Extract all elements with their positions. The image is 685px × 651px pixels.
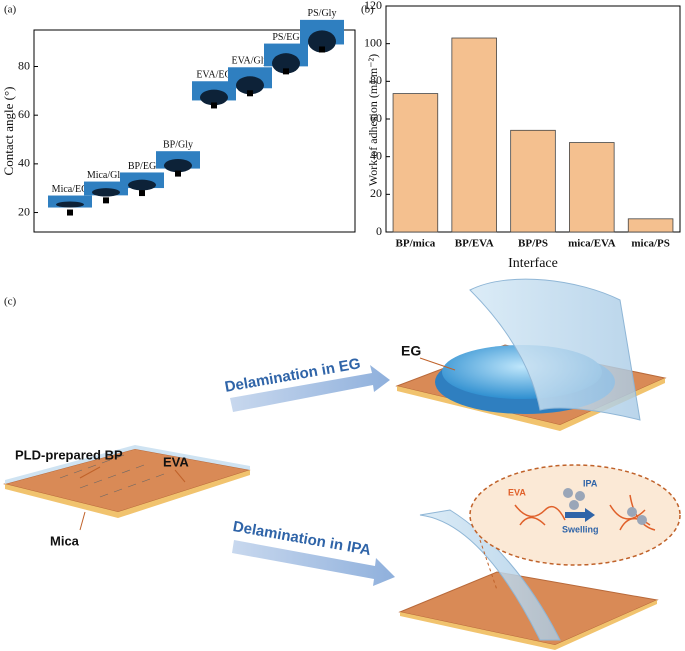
x-tick-label: EVA/EG: [196, 70, 231, 81]
bar: [392, 93, 439, 233]
schematic: PLD-prepared BP EVA Mica Delamination in…: [3, 278, 681, 650]
x-tick-label: PS/Gly: [308, 8, 337, 19]
point: [247, 90, 253, 97]
solvent: [637, 515, 647, 525]
droplet-shape: [200, 89, 228, 106]
layer-label: Mica: [50, 533, 80, 548]
point: [319, 46, 325, 53]
plot-frame: [33, 29, 356, 233]
droplet-shape: [236, 76, 264, 95]
pointer: [419, 357, 456, 371]
x-tick-label: BP/EVA: [455, 238, 494, 250]
inset-label: IPA: [583, 478, 598, 488]
bar: [451, 37, 497, 233]
point: [283, 68, 289, 75]
layer-label: EVA: [163, 454, 189, 469]
arrow: [232, 540, 395, 586]
slab-side: [400, 600, 657, 650]
solvent: [569, 500, 579, 510]
inset-pointer: [479, 539, 498, 591]
droplet-shape: [92, 188, 120, 197]
inset-label: EVA: [508, 487, 526, 497]
y-tick-label: 0: [376, 224, 382, 238]
x-tick-label: BP/PS: [518, 238, 548, 250]
solvent: [575, 491, 585, 501]
panel-label: (a): [4, 4, 17, 16]
x-tick-label: BP/mica: [396, 238, 436, 250]
droplet-shape: [128, 179, 156, 191]
point: [211, 102, 217, 109]
process-arrow: [565, 508, 595, 522]
y-tick-label: 100: [364, 35, 382, 49]
panel-label: (c): [4, 296, 17, 308]
droplet-shape: [56, 201, 84, 208]
y-tick-label: 60: [18, 107, 30, 121]
bar: [510, 129, 556, 233]
pointer: [79, 511, 86, 531]
droplet-shape: [308, 30, 336, 53]
point: [175, 170, 181, 177]
pointer: [79, 466, 101, 479]
y-tick-label: 20: [18, 204, 30, 218]
x-axis-label: Interface: [508, 256, 558, 271]
peeled-film: [469, 278, 641, 421]
solvent: [627, 507, 637, 517]
x-tick-label: PS/EG: [272, 32, 299, 43]
inset-label: Swelling: [562, 524, 599, 534]
polymer-chain: [514, 504, 566, 526]
x-tick-label: Mica/EG: [52, 184, 89, 195]
bar: [569, 142, 615, 233]
y-tick-label: 40: [370, 148, 382, 162]
point: [103, 197, 109, 204]
sample-label: PLD-prepared BP: [15, 447, 123, 462]
x-tick-label: EVA/Gly: [231, 56, 268, 67]
x-tick-label: BP/EG: [128, 161, 156, 172]
y-tick-label: 60: [370, 111, 382, 125]
droplet-shape: [164, 158, 192, 173]
y-tick-label: 20: [370, 186, 382, 200]
pointer: [174, 469, 186, 483]
point: [67, 209, 73, 216]
x-tick-label: mica/PS: [631, 238, 670, 250]
y-tick-label: 80: [18, 58, 30, 72]
point: [139, 190, 145, 197]
arrow: [230, 365, 390, 412]
x-tick-label: mica/EVA: [568, 238, 616, 250]
y-tick-label: 80: [370, 73, 382, 87]
y-axis-label: Work of adhesion (mJ m⁻²): [366, 54, 380, 186]
x-tick-label: Mica/Gly: [87, 170, 125, 181]
solvent: [563, 488, 573, 498]
bar: [627, 218, 674, 233]
x-tick-label: BP/Gly: [163, 139, 193, 150]
y-tick-label: 40: [18, 156, 30, 170]
y-axis-label: Contact angle (°): [1, 87, 16, 176]
droplet-label: EG: [401, 343, 421, 359]
droplet-shape: [272, 53, 300, 74]
panel-label: (b): [361, 4, 374, 16]
y-tick-label: 120: [364, 0, 382, 12]
